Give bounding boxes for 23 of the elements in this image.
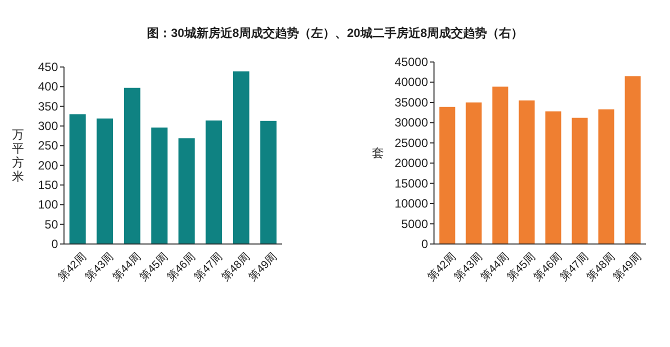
y-tick-label: 10000 bbox=[394, 196, 428, 211]
y-tick-label: 45000 bbox=[394, 55, 428, 69]
y-tick-label: 25000 bbox=[394, 136, 428, 150]
y-tick-label: 0 bbox=[51, 237, 58, 251]
y-tick-label: 400 bbox=[38, 80, 58, 94]
y-tick-label: 20000 bbox=[394, 156, 428, 170]
y-tick-label: 5000 bbox=[401, 216, 428, 231]
text: 图：30城新房近8周成交趋势（左）、20城二手房近8周成交趋势（右） bbox=[146, 26, 524, 40]
y-tick-label: 350 bbox=[38, 99, 58, 114]
y-tick-label: 40000 bbox=[394, 75, 428, 90]
y-tick-label: 450 bbox=[38, 60, 58, 74]
y-tick-label: 200 bbox=[38, 158, 58, 172]
y-tick-label: 30000 bbox=[394, 116, 428, 130]
y-tick-label: 15000 bbox=[394, 176, 428, 190]
ylabel: 套 bbox=[372, 146, 384, 160]
y-tick-label: 100 bbox=[38, 198, 58, 212]
ylabel: 万平方米 bbox=[12, 128, 24, 184]
y-tick-label: 0 bbox=[421, 237, 428, 251]
y-tick-label: 50 bbox=[44, 217, 58, 232]
y-tick-label: 150 bbox=[38, 178, 58, 192]
y-tick-label: 35000 bbox=[394, 95, 428, 110]
y-tick-label: 250 bbox=[38, 138, 58, 153]
y-tick-label: 300 bbox=[38, 119, 58, 133]
